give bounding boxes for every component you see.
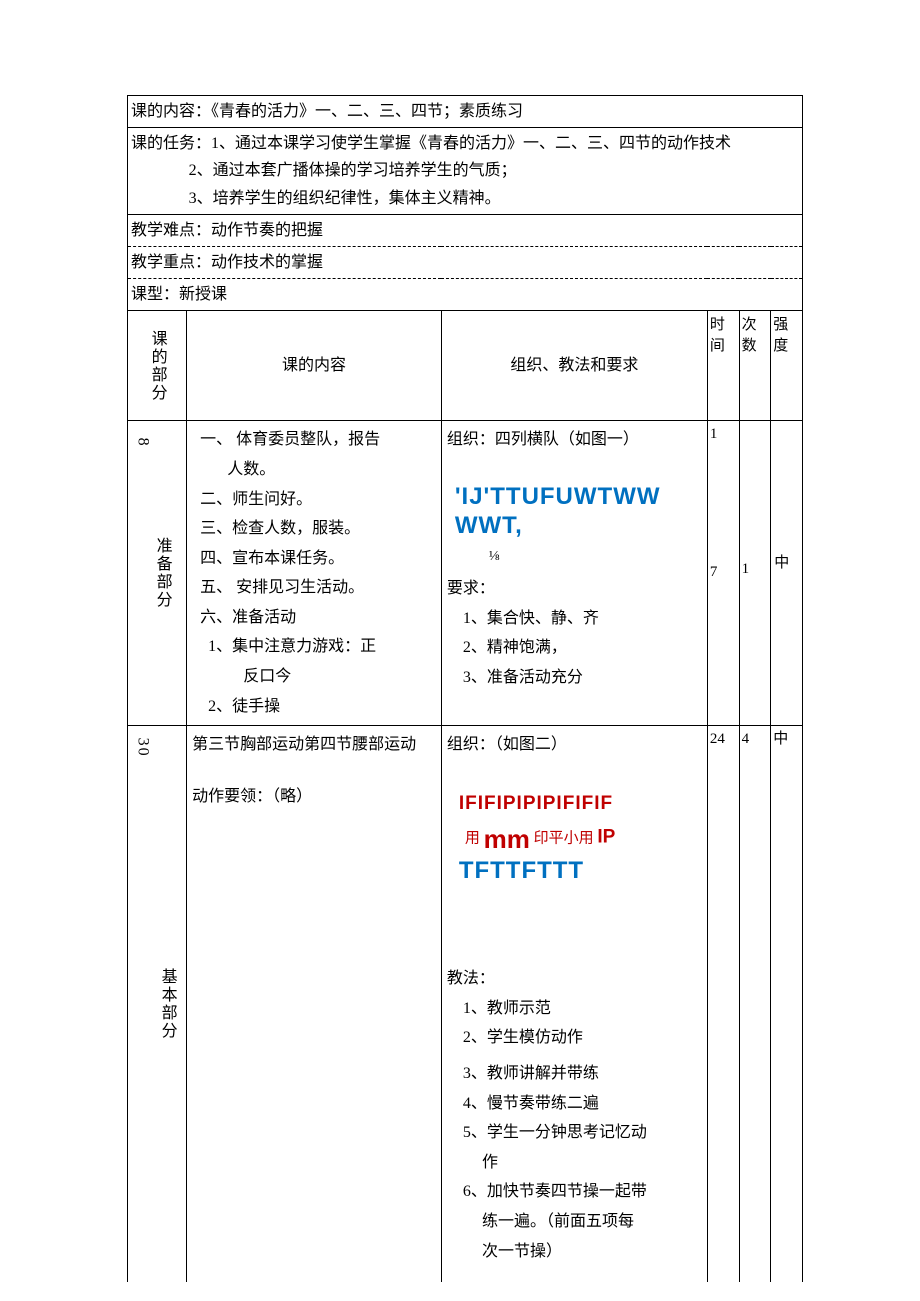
prep-section-num: 8 [130,438,157,448]
type-value: 新授课 [179,286,227,303]
req-head: 要求： [447,574,702,604]
formation-frac: ⅛ [447,549,500,564]
main-method: 组织：（如图二） IFIFIPIPIPIFIFIF 用 mm 印平小用 IP T… [441,726,707,1282]
prep-item-1: 一、 体育委员整队，报告 [192,425,436,455]
method-6: 6、加快节奏四节操一起带 [447,1177,702,1207]
task-2: 2、通过本套广播体操的学习培养学生的气质； [131,157,799,184]
task-1: 1、通过本课学习使学生掌握《青春的活力》一、二、三、四节的动作技术 [211,135,731,152]
method-6c: 次一节操） [447,1237,702,1267]
course-task-row: 课的任务：1、通过本课学习使学生掌握《青春的活力》一、二、三、四节的动作技术 2… [128,128,803,215]
task-3: 3、培养学生的组织纪律性，集体主义精神。 [131,185,799,212]
prep-section-text: 准备部分 [154,537,171,609]
prep-intensity-val: 中 [774,551,799,577]
prep-content: 一、 体育委员整队，报告 人数。 二、师生问好。 三、检查人数，服装。 四、宣布… [187,421,442,726]
content-value: 《青春的活力》一、二、三、四节；素质练习 [211,103,523,120]
method-head: 教法： [447,964,702,994]
prep-section-label: 准备部分 8 [128,421,187,726]
prep-time-1: 1 [710,423,737,446]
formation-diagram-2c: TFTTFTTT [447,857,702,886]
formation-diagram-2b: 用 mm 印平小用 IP [447,821,702,857]
prep-item-5: 五、 安排见习生活动。 [192,573,436,603]
formation-diagram-1b: WWT, [447,512,702,541]
method-5: 5、学生一分钟思考记忆动 [447,1118,702,1148]
method-1: 1、教师示范 [447,994,702,1024]
prep-item-4: 四、宣布本课任务。 [192,544,436,574]
col-head-content: 课的内容 [187,311,442,421]
focus-row: 教学重点：动作技术的掌握 [128,246,803,278]
formation-diagram-1a: 'IJ'TTUFUWTWW [447,483,702,512]
req-3: 3、准备活动充分 [447,663,702,693]
method-5b: 作 [447,1148,702,1178]
main-section-label: 基本部分 30 [128,726,187,1282]
difficulty-label: 教学难点： [131,222,211,239]
col-head-intensity: 强度 [771,311,803,421]
type-row: 课型：新授课 [128,279,803,311]
prep-item-2: 二、师生问好。 [192,485,436,515]
org-head-1: 组织：四列横队（如图一） [447,425,702,455]
prep-method: 组织：四列横队（如图一） 'IJ'TTUFUWTWW WWT, ⅛ 要求： 1、… [441,421,707,726]
req-1: 1、集合快、静、齐 [447,604,702,634]
prep-count-val: 1 [742,558,769,581]
col-head-time: 时间 [707,311,739,421]
main-content: 第三节胸部运动第四节腰部运动 动作要领：（略） [187,726,442,1282]
prep-item-6b: 2、徒手操 [192,692,436,722]
task-label: 课的任务： [131,135,211,152]
main-count: 4 [739,726,771,1282]
main-intensity: 中 [771,726,803,1282]
req-2: 2、精神饱满， [447,633,702,663]
mm-big: mm [484,824,530,854]
prep-intensity: 中 [771,421,803,726]
mm-pre: 用 [465,831,480,847]
org-head-2: 组织：（如图二） [447,730,702,760]
course-content-row: 课的内容：《青春的活力》一、二、三、四节；素质练习 [128,96,803,128]
focus-value: 动作技术的掌握 [211,254,323,271]
prep-item-6a2: 反口今 [192,662,436,692]
lesson-plan-table: 课的内容：《青春的活力》一、二、三、四节；素质练习 课的任务：1、通过本课学习使… [127,95,803,1282]
prep-item-1b: 人数。 [192,455,436,485]
prep-item-6a: 1、集中注意力游戏：正 [192,632,436,662]
mm-ip: IP [597,827,615,848]
prep-count: 1 [739,421,771,726]
content-label: 课的内容： [131,103,211,120]
method-6b: 练一遍。（前面五项每 [447,1207,702,1237]
main-section-num: 30 [130,738,157,758]
col-head-section: 课的部分 [128,311,187,421]
type-label: 课型： [131,286,179,303]
difficulty-value: 动作节奏的把握 [211,222,323,239]
col-head-count: 次数 [739,311,771,421]
gib2-text: WWT, [455,512,523,539]
focus-label: 教学重点： [131,254,211,271]
main-section-text: 基本部分 [159,968,176,1040]
main-content-title: 第三节胸部运动第四节腰部运动 [192,730,436,760]
prep-time: 1 7 [707,421,739,726]
prep-item-3: 三、检查人数，服装。 [192,514,436,544]
prep-time-2: 7 [710,561,737,584]
prep-item-6: 六、准备活动 [192,603,436,633]
method-4: 4、慢节奏带练二遍 [447,1089,702,1119]
main-time: 24 [707,726,739,1282]
col-head-method: 组织、教法和要求 [441,311,707,421]
method-2: 2、学生模仿动作 [447,1023,702,1053]
method-3: 3、教师讲解并带练 [447,1059,702,1089]
difficulty-row: 教学难点：动作节奏的把握 [128,214,803,246]
formation-diagram-2a: IFIFIPIPIPIFIFIF [447,786,702,821]
main-content-sub: 动作要领：（略） [192,782,436,812]
mm-post: 印平小用 [534,831,594,847]
